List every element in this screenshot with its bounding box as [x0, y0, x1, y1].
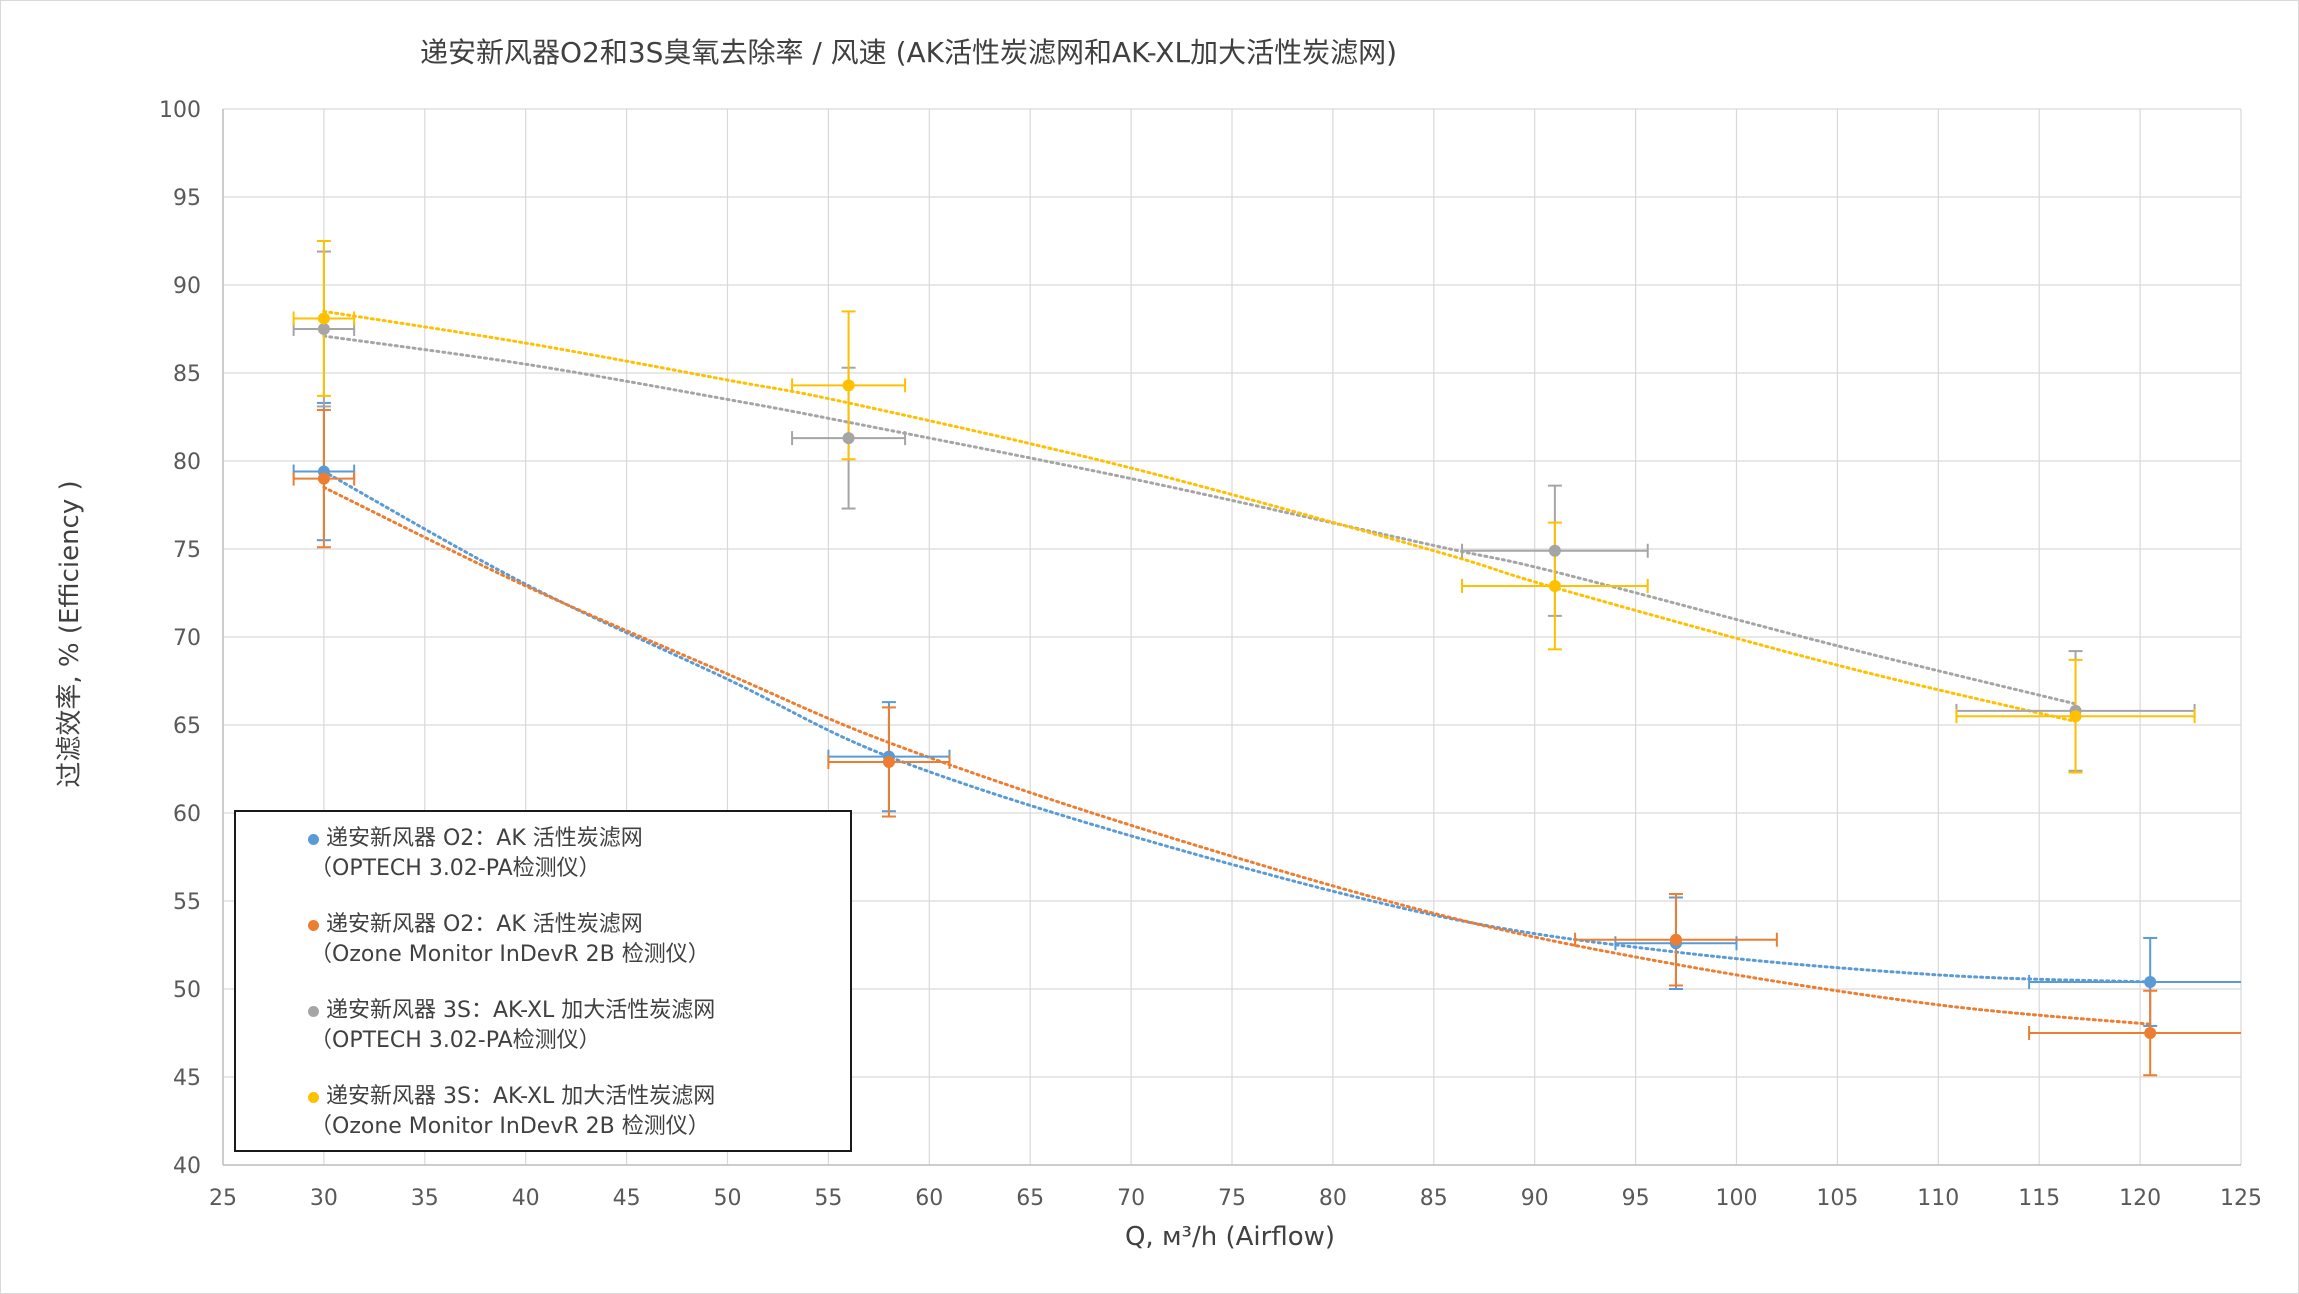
x-tick-label: 45	[613, 1186, 641, 1211]
y-tick-label: 70	[173, 626, 201, 651]
y-tick-label: 65	[173, 714, 201, 739]
legend-marker-icon	[308, 834, 319, 845]
y-tick-label: 45	[173, 1066, 201, 1091]
x-tick-label: 25	[209, 1186, 237, 1211]
trendline-series-3	[322, 334, 2078, 706]
y-tick-label: 60	[173, 802, 201, 827]
legend-marker-icon	[308, 920, 319, 931]
x-tick-label: 85	[1420, 1186, 1448, 1211]
y-tick-label: 75	[173, 538, 201, 563]
data-point-series-3	[317, 323, 330, 335]
data-point-series-4	[842, 379, 855, 392]
axes	[222, 109, 2241, 1166]
x-tick-label: 70	[1117, 1186, 1145, 1211]
tick-labels: 25 30 35 40 45 50 55 60 65 70 75 80 85 90 95 100 105 110 1…	[159, 98, 2262, 1211]
x-tick-label: 50	[714, 1186, 742, 1211]
legend-label-detail: （Ozone Monitor InDevR 2B 检测仪）	[310, 942, 710, 967]
x-tick-label: 55	[814, 1186, 842, 1211]
x-tick-label: 120	[2119, 1186, 2161, 1211]
trendline-series-1	[322, 470, 2152, 984]
x-tick-label: 95	[1622, 1186, 1650, 1211]
legend-item: 递安新风器 3S：AK-XL 加大活性炭滤网 （OPTECH 3.02-PA检测…	[308, 996, 716, 1056]
data-point-series-4	[1548, 579, 1561, 592]
x-tick-label: 115	[2018, 1186, 2060, 1211]
data-points	[317, 312, 2157, 1039]
data-point-series-1	[2144, 975, 2157, 988]
x-tick-label: 30	[310, 1186, 338, 1211]
legend-label: 递安新风器 O2：AK 活性炭滤网	[326, 912, 643, 937]
legend-label-detail: （OPTECH 3.02-PA检测仪）	[310, 856, 601, 881]
data-point-series-4	[317, 312, 330, 325]
y-tick-label: 100	[159, 98, 201, 123]
trendline-series-2	[322, 485, 2152, 1026]
legend-marker-icon	[308, 1092, 319, 1103]
y-tick-label: 80	[173, 450, 201, 475]
y-tick-label: 50	[173, 978, 201, 1003]
y-tick-label: 90	[173, 274, 201, 299]
x-axis-label: Q, м³/h (Airflow)	[1125, 1222, 1335, 1252]
y-axis-label: 过滤效率, % (Efficiency )	[55, 480, 85, 787]
legend-item: 递安新风器 O2：AK 活性炭滤网 （OPTECH 3.02-PA检测仪）	[308, 824, 643, 884]
data-point-series-3	[842, 432, 855, 445]
legend-item: 递安新风器 3S：AK-XL 加大活性炭滤网 （Ozone Monitor In…	[308, 1082, 716, 1142]
x-tick-label: 125	[2220, 1186, 2262, 1211]
y-tick-label: 55	[173, 890, 201, 915]
data-point-series-2	[2144, 1027, 2157, 1039]
x-tick-label: 35	[411, 1186, 439, 1211]
data-point-series-4	[2069, 710, 2082, 723]
x-tick-label: 80	[1319, 1186, 1347, 1211]
x-tick-label: 110	[1917, 1186, 1959, 1211]
legend-label-detail: （OPTECH 3.02-PA检测仪）	[310, 1028, 601, 1053]
legend-marker-icon	[308, 1006, 319, 1017]
x-tick-label: 75	[1218, 1186, 1246, 1211]
y-tick-label: 85	[173, 362, 201, 387]
x-tick-label: 40	[512, 1186, 540, 1211]
x-tick-label: 100	[1716, 1186, 1758, 1211]
legend-label-detail: （Ozone Monitor InDevR 2B 检测仪）	[310, 1114, 710, 1139]
y-tick-label: 40	[173, 1154, 201, 1179]
legend: 递安新风器 O2：AK 活性炭滤网 （OPTECH 3.02-PA检测仪） 递安…	[234, 810, 852, 1152]
x-tick-label: 60	[915, 1186, 943, 1211]
x-tick-label: 65	[1016, 1186, 1044, 1211]
x-tick-label: 105	[1816, 1186, 1858, 1211]
data-point-series-2	[882, 755, 895, 768]
legend-label: 递安新风器 O2：AK 活性炭滤网	[326, 826, 643, 851]
x-tick-label: 90	[1521, 1186, 1549, 1211]
data-point-series-2	[1669, 933, 1682, 946]
data-point-series-3	[1548, 544, 1561, 557]
y-tick-label: 95	[173, 186, 201, 211]
trendlines	[322, 309, 2152, 1026]
legend-label: 递安新风器 3S：AK-XL 加大活性炭滤网	[326, 1084, 716, 1109]
chart-title: 递安新风器O2和3S臭氧去除率 / 风速 (AK活性炭滤网和AK-XL加大活性炭…	[420, 36, 1397, 69]
data-point-series-2	[317, 472, 330, 485]
legend-item: 递安新风器 O2：AK 活性炭滤网 （Ozone Monitor InDevR …	[308, 910, 710, 970]
trendline-series-4	[322, 309, 2078, 723]
legend-label: 递安新风器 3S：AK-XL 加大活性炭滤网	[326, 998, 716, 1023]
